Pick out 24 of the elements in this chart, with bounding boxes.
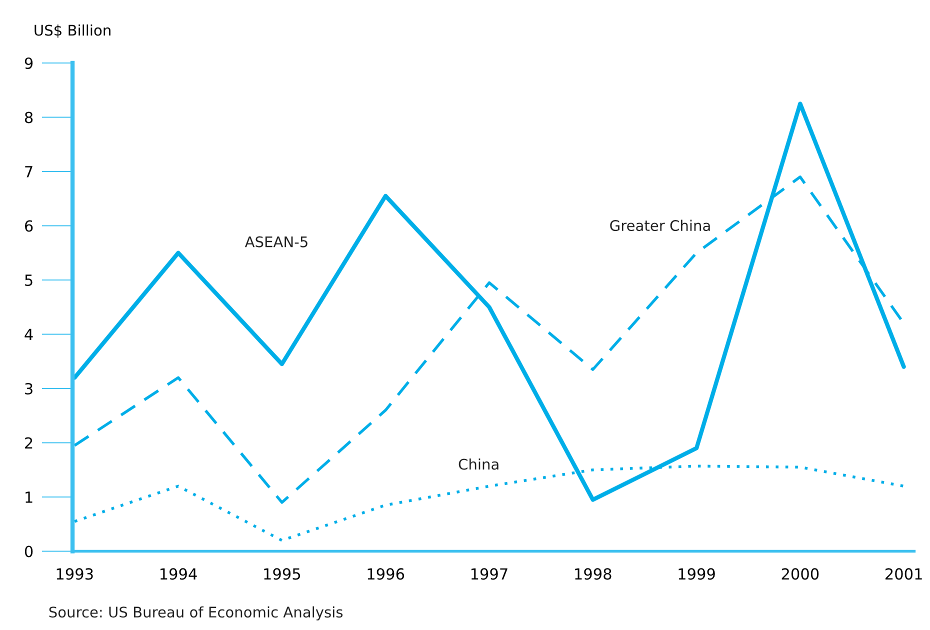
series-label: Greater China — [610, 220, 710, 232]
y-tick-label: 0 — [24, 546, 33, 558]
x-tick-label: 1993 — [56, 568, 93, 580]
y-tick-label: 8 — [24, 112, 33, 124]
x-tick-label: 1997 — [471, 568, 508, 580]
y-tick-label: 4 — [24, 328, 33, 340]
x-tick-label: 1996 — [368, 568, 404, 580]
y-tick-label: 1 — [26, 492, 32, 503]
y-tick-label: 9 — [24, 57, 33, 70]
x-tick-label: 2000 — [782, 568, 819, 580]
source-note: Source: US Bureau of Economic Analysis — [49, 606, 343, 620]
y-tick-label: 7 — [25, 166, 32, 178]
y-tick-label: 5 — [25, 274, 32, 286]
y-tick-label: 6 — [25, 220, 33, 232]
series-label: China — [458, 458, 498, 470]
x-tick-label: 1995 — [264, 568, 300, 580]
x-tick-label: 2001 — [886, 568, 922, 580]
y-axis-title: US$ Billion — [34, 24, 110, 38]
text: ASEAN-5 — [244, 236, 308, 248]
y-tick-label: 2 — [25, 437, 32, 449]
x-tick-label: 1999 — [678, 568, 715, 580]
x-tick-label: 1998 — [575, 568, 612, 580]
x-tick-label: 1994 — [160, 568, 197, 580]
y-tick-label: 3 — [25, 382, 32, 395]
